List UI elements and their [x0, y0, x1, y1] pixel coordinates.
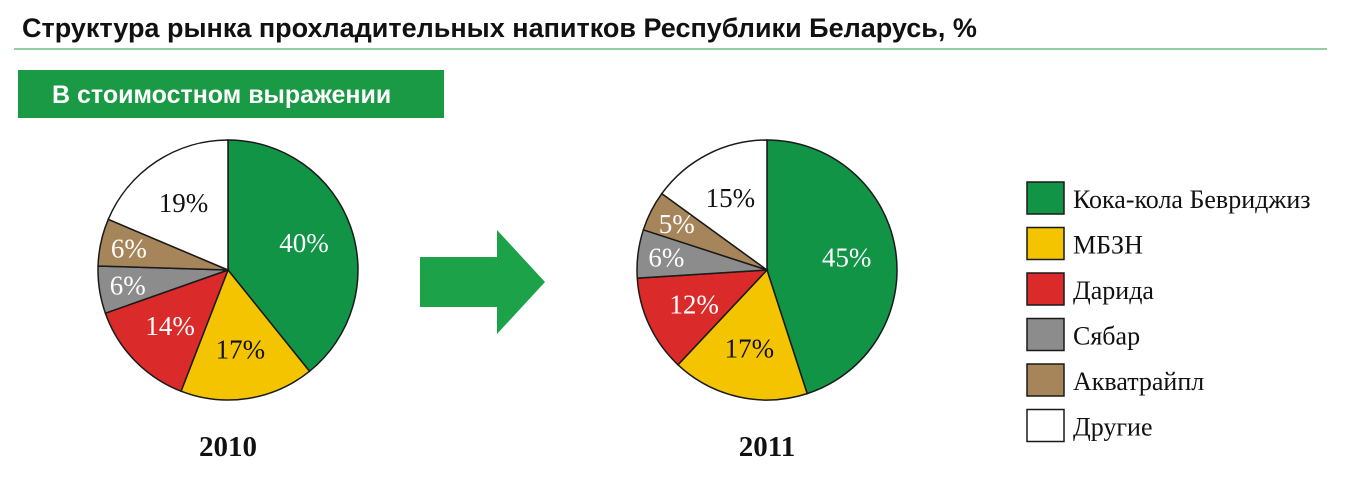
pie-slice-2010-1: [227, 139, 359, 373]
pie-value-label-2011-2: 17%: [725, 334, 775, 364]
pie-value-label-2010-6: 19%: [159, 188, 209, 218]
pie-slice-2011-1: [766, 139, 898, 395]
legend-label-4: Сябар: [1073, 322, 1140, 351]
legend-swatch-3: [1026, 272, 1065, 306]
pie-slice-2011-3: [636, 269, 769, 366]
legend-label-6: Другие: [1073, 413, 1153, 442]
pie-value-label-2011-3: 12%: [669, 289, 719, 319]
legend-swatch-2: [1026, 226, 1065, 261]
pie-chart-2010: 40% 17% 14% 6% 6% 19% 2010: [97, 139, 359, 463]
pie-slice-2011-6: [660, 139, 768, 272]
legend-label-2: МБЗН: [1073, 231, 1143, 260]
pie-year-label-2011: 2011: [739, 431, 795, 463]
right-arrow-icon: [420, 230, 545, 334]
pie-value-label-2010-4: 6%: [110, 271, 146, 301]
pie-slice-2011-2: [676, 268, 809, 401]
pie-value-label-2010-1: 40%: [279, 228, 329, 258]
badge-background: [18, 70, 444, 118]
pie-value-label-2010-5: 6%: [111, 233, 147, 263]
pie-slice-2010-2: [180, 268, 311, 401]
legend-swatch-1: [1026, 181, 1065, 215]
page-title: Структура рынка прохладительных напитков…: [22, 13, 977, 43]
pie-slice-2010-3: [104, 268, 230, 393]
legend-swatch-6: [1026, 408, 1065, 443]
legend-label-3: Дарида: [1073, 276, 1154, 305]
pie-year-label-2010: 2010: [199, 431, 257, 463]
pie-value-label-2011-4: 6%: [648, 242, 684, 272]
legend-label-5: Акватрайпл: [1073, 367, 1204, 396]
pie-chart-2011: 45%17%12%6%5%15%2011: [636, 139, 898, 463]
badge-label: В стоимостном выражении: [52, 81, 391, 109]
pie-value-label-2011-6: 15%: [706, 183, 756, 213]
legend-swatch-5: [1026, 363, 1065, 397]
legend-label-1: Кока-кола Бевриджиз: [1073, 185, 1311, 214]
pie-value-label-2010-2: 17%: [216, 335, 266, 365]
pie-value-label-2011-1: 45%: [822, 242, 872, 272]
legend: Кока-кола Бевриджиз МБЗН Дарида Сябар Акватр…: [1026, 181, 1311, 443]
pie-value-label-2010-3: 14%: [145, 311, 195, 341]
pie-slice-2010-6: [107, 139, 229, 272]
legend-swatch-4: [1026, 317, 1065, 352]
